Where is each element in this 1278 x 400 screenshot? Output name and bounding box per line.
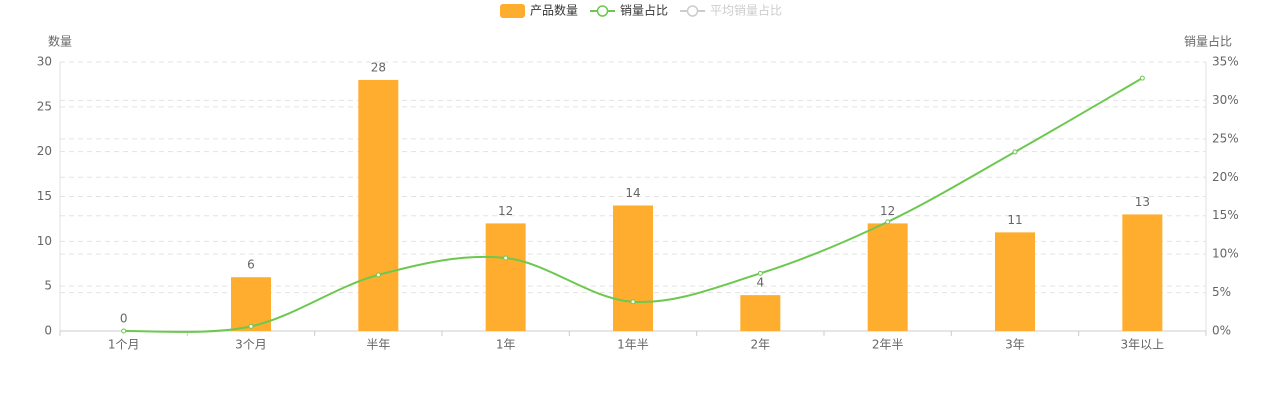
bar <box>358 79 399 331</box>
line-point <box>375 272 381 278</box>
y-tick-label: 0 <box>44 324 52 338</box>
legend-symbol <box>686 5 699 17</box>
bar <box>485 223 526 331</box>
y2-tick-label: 10% <box>1212 247 1239 261</box>
line-point <box>885 219 891 225</box>
y2-tick-label: 30% <box>1212 93 1239 107</box>
x-tick-label: 2年 <box>751 338 771 352</box>
line-point <box>757 270 763 276</box>
y-tick-label: 15 <box>37 189 52 203</box>
legend-label[interactable]: 产品数量 <box>530 3 578 18</box>
data-label: 11 <box>1007 213 1022 227</box>
data-label: 13 <box>1135 195 1150 209</box>
x-tick-label: 1年 <box>496 338 516 352</box>
y-tick-label: 5 <box>44 279 52 293</box>
x-tick-label: 3年以上 <box>1121 338 1165 352</box>
y-tick-label: 20 <box>37 144 52 158</box>
data-label: 14 <box>625 186 640 200</box>
y2-tick-label: 25% <box>1212 131 1239 145</box>
bar <box>867 223 908 331</box>
data-label: 28 <box>371 60 386 74</box>
legend-symbol <box>500 4 525 18</box>
line-point <box>121 328 127 334</box>
line-point <box>630 299 636 305</box>
data-label: 12 <box>880 204 895 218</box>
y2-tick-label: 15% <box>1212 208 1239 222</box>
y2-tick-label: 5% <box>1212 285 1231 299</box>
x-tick-label: 3年 <box>1005 338 1025 352</box>
line-point <box>1139 75 1145 81</box>
y-tick-label: 30 <box>37 55 52 69</box>
legend-label[interactable]: 销量占比 <box>620 3 668 18</box>
y2-axis-title: 销量占比 <box>1184 34 1232 49</box>
legend-label[interactable]: 平均销量占比 <box>710 3 782 18</box>
y-tick-label: 25 <box>37 99 52 113</box>
x-tick-label: 1年半 <box>617 338 649 352</box>
line-point <box>248 323 254 329</box>
x-tick-label: 半年 <box>366 338 390 352</box>
data-label: 0 <box>120 312 128 326</box>
x-tick-label: 1个月 <box>108 338 140 352</box>
bar <box>740 295 781 331</box>
data-label: 4 <box>757 276 765 290</box>
legend-symbol <box>596 5 609 17</box>
line-point <box>503 255 509 261</box>
x-tick-label: 2年半 <box>872 338 904 352</box>
bar <box>995 232 1035 331</box>
y-tick-label: 10 <box>37 234 52 248</box>
data-label: 12 <box>498 204 513 218</box>
data-label: 6 <box>247 258 255 272</box>
y2-tick-label: 35% <box>1212 55 1239 69</box>
y2-tick-label: 20% <box>1212 170 1239 184</box>
line-point <box>1012 149 1018 155</box>
x-tick-label: 3个月 <box>235 338 267 352</box>
y-axis-title: 数量 <box>48 34 72 49</box>
bar <box>613 205 653 331</box>
y2-tick-label: 0% <box>1212 324 1231 338</box>
bar <box>1122 214 1163 331</box>
